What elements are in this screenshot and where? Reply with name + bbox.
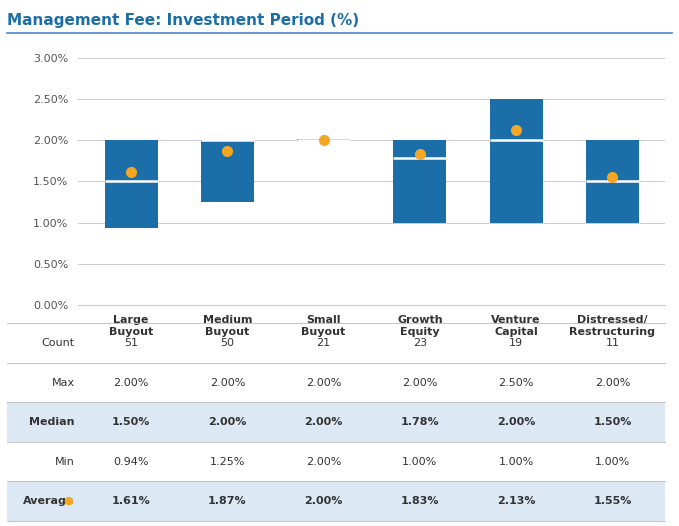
Text: 2.00%: 2.00% [304,496,343,506]
Text: 1.00%: 1.00% [402,457,437,467]
Text: 19: 19 [509,338,524,348]
Text: 1.87%: 1.87% [208,496,246,506]
Text: 50: 50 [220,338,234,348]
Text: Management Fee: Investment Period (%): Management Fee: Investment Period (%) [7,13,359,28]
Text: 1.50%: 1.50% [593,417,631,427]
Text: 1.00%: 1.00% [595,457,630,467]
Text: Max: Max [52,378,75,388]
Text: 1.00%: 1.00% [498,457,534,467]
Text: 2.00%: 2.00% [306,457,342,467]
Bar [201,140,254,202]
Text: 2.00%: 2.00% [304,417,343,427]
Text: 0.94%: 0.94% [113,457,149,467]
Text: 2.00%: 2.00% [595,378,630,388]
Text: 11: 11 [606,338,619,348]
Bar [393,140,446,222]
Text: Average: Average [23,496,75,506]
Text: 1.50%: 1.50% [112,417,150,427]
Text: 1.78%: 1.78% [401,417,439,427]
Text: 1.83%: 1.83% [401,496,439,506]
Text: 2.13%: 2.13% [497,496,536,506]
Text: Median: Median [29,417,75,427]
Text: 1.25%: 1.25% [210,457,245,467]
Text: ●: ● [64,496,73,506]
Text: 2.50%: 2.50% [498,378,534,388]
Text: 2.00%: 2.00% [113,378,149,388]
Text: 1.61%: 1.61% [111,496,151,506]
Text: 2.00%: 2.00% [402,378,437,388]
Text: 2.00%: 2.00% [208,417,246,427]
Text: Min: Min [55,457,75,467]
Text: 1.55%: 1.55% [593,496,631,506]
Bar [490,99,543,222]
Text: 2.00%: 2.00% [210,378,245,388]
Text: 51: 51 [124,338,138,348]
Text: 2.00%: 2.00% [306,378,342,388]
Text: Count: Count [41,338,75,348]
Bar [105,140,158,228]
Text: 23: 23 [413,338,427,348]
Bar [297,139,350,140]
Text: 2.00%: 2.00% [497,417,535,427]
Bar [586,140,639,222]
Text: 21: 21 [316,338,331,348]
